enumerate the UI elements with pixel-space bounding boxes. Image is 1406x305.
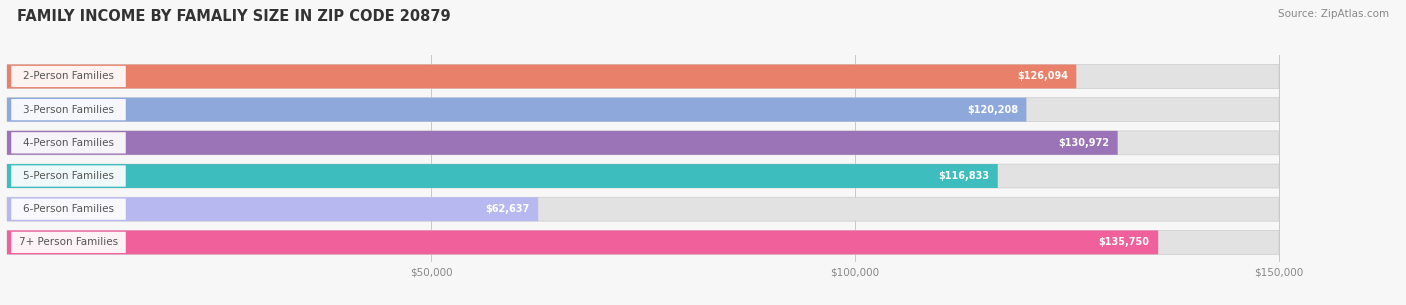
FancyBboxPatch shape <box>7 98 1026 122</box>
FancyBboxPatch shape <box>7 231 1279 254</box>
FancyBboxPatch shape <box>11 165 125 187</box>
FancyBboxPatch shape <box>7 98 1279 122</box>
Text: $116,833: $116,833 <box>938 171 990 181</box>
Text: 7+ Person Families: 7+ Person Families <box>18 237 118 247</box>
Text: $62,637: $62,637 <box>485 204 530 214</box>
FancyBboxPatch shape <box>7 231 1159 254</box>
FancyBboxPatch shape <box>11 199 125 220</box>
FancyBboxPatch shape <box>7 197 538 221</box>
Text: $126,094: $126,094 <box>1017 71 1067 81</box>
Text: FAMILY INCOME BY FAMALIY SIZE IN ZIP CODE 20879: FAMILY INCOME BY FAMALIY SIZE IN ZIP COD… <box>17 9 450 24</box>
Text: Source: ZipAtlas.com: Source: ZipAtlas.com <box>1278 9 1389 19</box>
FancyBboxPatch shape <box>7 65 1077 88</box>
FancyBboxPatch shape <box>11 132 125 153</box>
FancyBboxPatch shape <box>11 232 125 253</box>
Text: 2-Person Families: 2-Person Families <box>22 71 114 81</box>
Text: $130,972: $130,972 <box>1059 138 1109 148</box>
FancyBboxPatch shape <box>7 65 1279 88</box>
FancyBboxPatch shape <box>7 197 1279 221</box>
Text: $120,208: $120,208 <box>967 105 1018 115</box>
FancyBboxPatch shape <box>7 164 998 188</box>
Text: 3-Person Families: 3-Person Families <box>22 105 114 115</box>
FancyBboxPatch shape <box>7 164 1279 188</box>
Text: 5-Person Families: 5-Person Families <box>22 171 114 181</box>
FancyBboxPatch shape <box>7 131 1118 155</box>
FancyBboxPatch shape <box>7 131 1279 155</box>
Text: 4-Person Families: 4-Person Families <box>22 138 114 148</box>
FancyBboxPatch shape <box>11 66 125 87</box>
FancyBboxPatch shape <box>11 99 125 120</box>
Text: 6-Person Families: 6-Person Families <box>22 204 114 214</box>
Text: $135,750: $135,750 <box>1098 237 1150 247</box>
